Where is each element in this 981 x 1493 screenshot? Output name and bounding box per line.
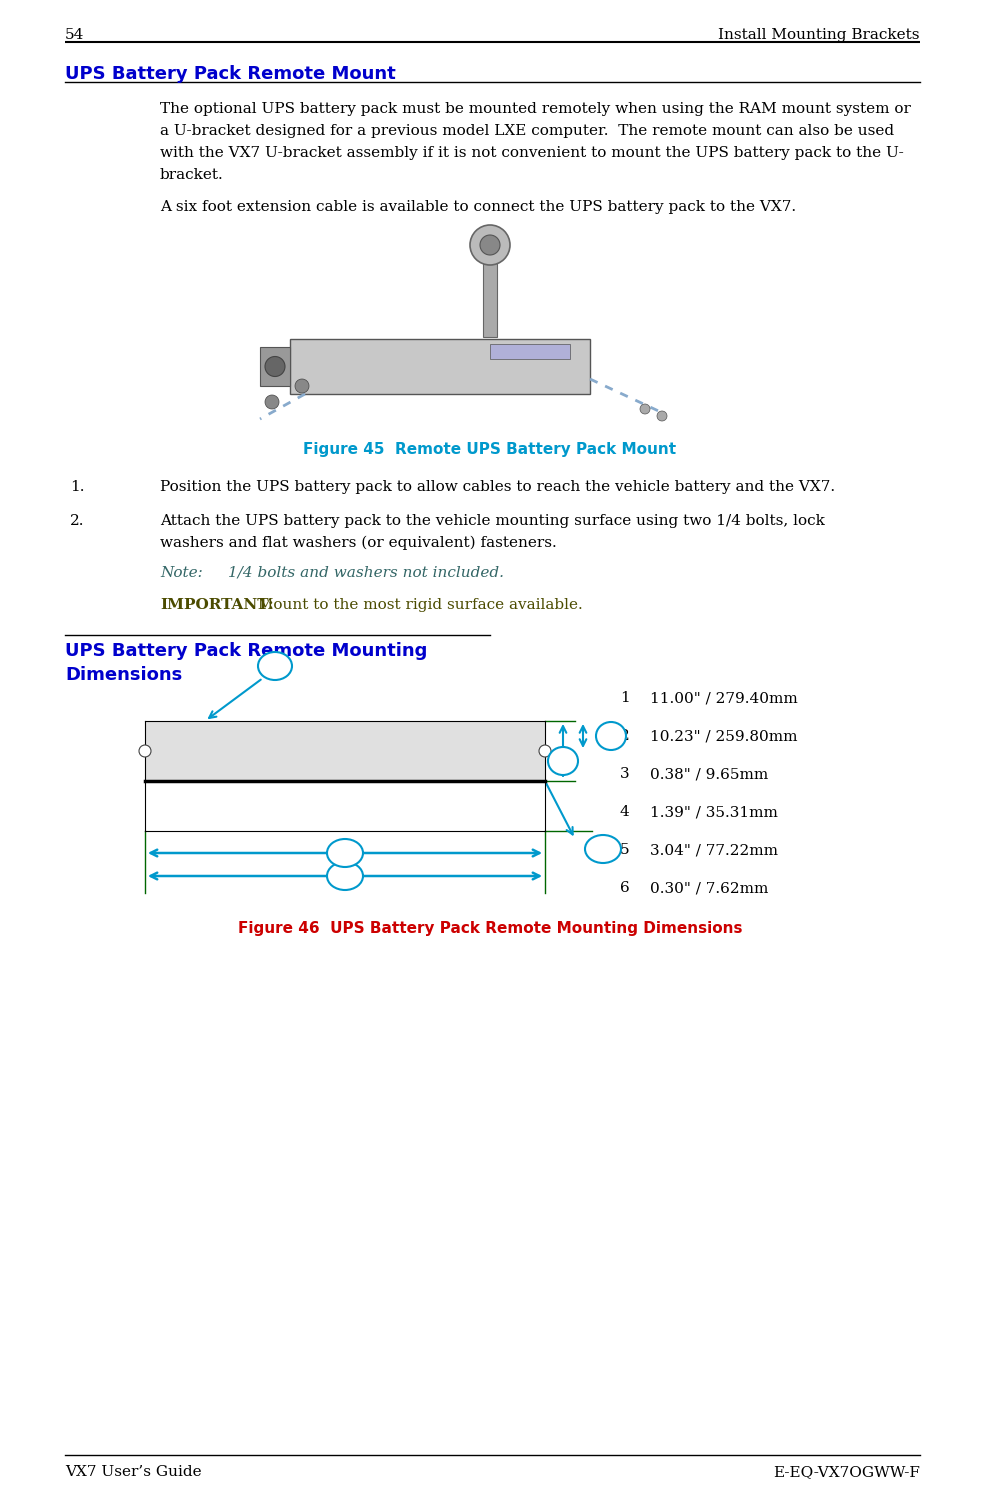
Circle shape: [139, 745, 151, 757]
Text: Figure 45  Remote UPS Battery Pack Mount: Figure 45 Remote UPS Battery Pack Mount: [303, 442, 677, 457]
Text: 0.30" / 7.62mm: 0.30" / 7.62mm: [650, 881, 768, 894]
Circle shape: [265, 396, 279, 409]
Circle shape: [295, 379, 309, 393]
Text: IMPORTANT:: IMPORTANT:: [160, 599, 274, 612]
Text: 5: 5: [620, 844, 630, 857]
Text: Install Mounting Brackets: Install Mounting Brackets: [718, 28, 920, 42]
Text: UPS Battery Pack Remote Mount: UPS Battery Pack Remote Mount: [65, 66, 395, 84]
Text: 1.: 1.: [70, 481, 84, 494]
Text: 11.00" / 279.40mm: 11.00" / 279.40mm: [650, 691, 798, 705]
Text: A six foot extension cable is available to connect the UPS battery pack to the V: A six foot extension cable is available …: [160, 200, 797, 213]
Ellipse shape: [327, 861, 363, 890]
Text: Position the UPS battery pack to allow cables to reach the vehicle battery and t: Position the UPS battery pack to allow c…: [160, 481, 835, 494]
Text: 2.: 2.: [70, 514, 84, 529]
Text: 6: 6: [620, 881, 630, 894]
Text: a U-bracket designed for a previous model LXE computer.  The remote mount can al: a U-bracket designed for a previous mode…: [160, 124, 894, 137]
Text: 4: 4: [557, 754, 568, 769]
Text: Attach the UPS battery pack to the vehicle mounting surface using two 1/4 bolts,: Attach the UPS battery pack to the vehic…: [160, 514, 825, 529]
Text: The optional UPS battery pack must be mounted remotely when using the RAM mount : The optional UPS battery pack must be mo…: [160, 102, 911, 116]
Text: 54: 54: [65, 28, 84, 42]
Ellipse shape: [596, 723, 626, 749]
Text: 2: 2: [339, 845, 350, 860]
FancyBboxPatch shape: [490, 343, 570, 358]
Text: 1/4 bolts and washers not included.: 1/4 bolts and washers not included.: [228, 566, 504, 579]
Text: 10.23" / 259.80mm: 10.23" / 259.80mm: [650, 729, 798, 744]
Text: Note:: Note:: [160, 566, 203, 579]
Text: 1: 1: [620, 691, 630, 705]
Ellipse shape: [548, 746, 578, 775]
Ellipse shape: [585, 835, 621, 863]
FancyBboxPatch shape: [260, 346, 290, 387]
Text: bracket.: bracket.: [160, 169, 224, 182]
Text: VX7 User’s Guide: VX7 User’s Guide: [65, 1465, 202, 1480]
Text: with the VX7 U-bracket assembly if it is not convenient to mount the UPS battery: with the VX7 U-bracket assembly if it is…: [160, 146, 904, 160]
Circle shape: [539, 745, 551, 757]
Circle shape: [480, 234, 500, 255]
Text: Dimensions: Dimensions: [65, 666, 182, 684]
Text: UPS Battery Pack Remote Mounting: UPS Battery Pack Remote Mounting: [65, 642, 428, 660]
Circle shape: [657, 411, 667, 421]
FancyBboxPatch shape: [290, 339, 590, 394]
Text: 3: 3: [620, 767, 630, 781]
Text: 3: 3: [597, 842, 608, 857]
Text: 6: 6: [270, 658, 281, 673]
Circle shape: [640, 405, 650, 414]
Text: 2: 2: [620, 729, 630, 744]
Text: 1.39" / 35.31mm: 1.39" / 35.31mm: [650, 805, 778, 820]
Circle shape: [470, 225, 510, 264]
FancyBboxPatch shape: [145, 721, 545, 781]
Circle shape: [265, 357, 285, 376]
Text: 3.04" / 77.22mm: 3.04" / 77.22mm: [650, 844, 778, 857]
Text: washers and flat washers (or equivalent) fasteners.: washers and flat washers (or equivalent)…: [160, 536, 557, 551]
FancyBboxPatch shape: [483, 246, 497, 337]
Text: 4: 4: [620, 805, 630, 820]
Text: Mount to the most rigid surface available.: Mount to the most rigid surface availabl…: [248, 599, 583, 612]
Text: 1: 1: [339, 869, 350, 884]
Ellipse shape: [258, 652, 292, 679]
FancyBboxPatch shape: [145, 781, 545, 832]
Text: 5: 5: [605, 729, 616, 744]
Text: 0.38" / 9.65mm: 0.38" / 9.65mm: [650, 767, 768, 781]
Ellipse shape: [327, 839, 363, 867]
Text: E-EQ-VX7OGWW-F: E-EQ-VX7OGWW-F: [773, 1465, 920, 1480]
Text: Figure 46  UPS Battery Pack Remote Mounting Dimensions: Figure 46 UPS Battery Pack Remote Mounti…: [237, 921, 743, 936]
